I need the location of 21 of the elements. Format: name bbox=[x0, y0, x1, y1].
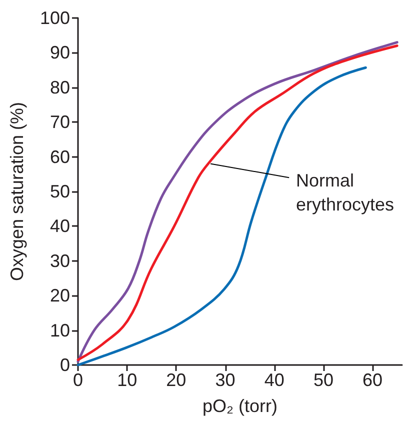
y-tick-label: 50 bbox=[50, 182, 70, 202]
y-tick-label: 30 bbox=[50, 250, 70, 271]
x-tick-label: 20 bbox=[166, 370, 186, 390]
y-tick-label: 60 bbox=[50, 146, 70, 167]
x-tick-label: 10 bbox=[117, 370, 138, 390]
x-axis-title: pO₂ (torr) bbox=[202, 396, 278, 416]
y-tick-label: 100 bbox=[40, 8, 70, 28]
y-tick-label: 10 bbox=[50, 320, 70, 340]
x-tick-label: 30 bbox=[215, 370, 236, 390]
y-tick-label: 70 bbox=[50, 112, 70, 132]
y-tick-label: 40 bbox=[50, 216, 70, 236]
x-tick-label: 0 bbox=[72, 370, 84, 390]
y-tick-label: 0 bbox=[60, 355, 70, 375]
x-tick-label: 40 bbox=[264, 370, 284, 390]
y-axis-title: Oxygen saturation (%) bbox=[7, 102, 27, 282]
x-tick-label: 50 bbox=[313, 370, 334, 390]
y-tick-label: 90 bbox=[50, 42, 70, 63]
x-tick-label: 60 bbox=[362, 370, 383, 390]
y-tick-label: 20 bbox=[50, 286, 70, 306]
y-tick-label: 80 bbox=[50, 77, 70, 98]
annotation: Normal erythrocytes bbox=[296, 170, 394, 214]
